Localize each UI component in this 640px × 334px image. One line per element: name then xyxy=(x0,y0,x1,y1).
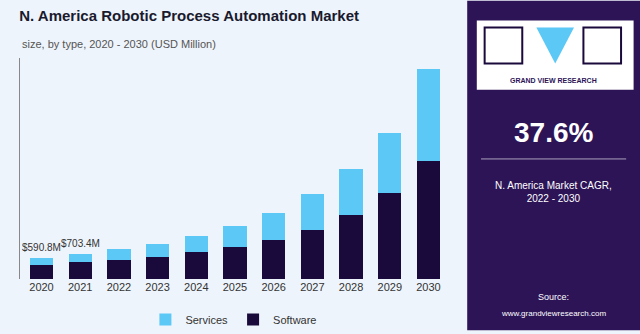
svg-text:37.6%: 37.6% xyxy=(514,117,593,148)
svg-text:2023: 2023 xyxy=(145,281,169,293)
svg-text:2024: 2024 xyxy=(184,281,208,293)
svg-text:2029: 2029 xyxy=(378,281,402,293)
svg-text:2030: 2030 xyxy=(416,281,440,293)
svg-text:Source:: Source: xyxy=(538,292,569,302)
svg-text:Software: Software xyxy=(273,314,316,326)
svg-text:2025: 2025 xyxy=(223,281,247,293)
svg-text:N. America Market CAGR,2022 -: N. America Market CAGR,2022 - 2030 xyxy=(495,180,612,204)
svg-text:2020: 2020 xyxy=(29,281,53,293)
svg-text:size, by type, 2020 - 2030 (US: size, by type, 2020 - 2030 (USD Million) xyxy=(22,38,216,50)
svg-text:N. America Robotic Process Aut: N. America Robotic Process Automation Ma… xyxy=(19,7,359,24)
svg-text:$703.4M: $703.4M xyxy=(61,238,100,249)
svg-text:2021: 2021 xyxy=(68,281,92,293)
svg-text:2028: 2028 xyxy=(339,281,363,293)
svg-text:$590.8M: $590.8M xyxy=(22,242,61,253)
svg-text:GRAND VIEW RESEARCH: GRAND VIEW RESEARCH xyxy=(510,77,597,84)
svg-text:Services: Services xyxy=(185,314,228,326)
svg-text:www.grandviewresearch.com: www.grandviewresearch.com xyxy=(501,309,606,318)
svg-text:2022: 2022 xyxy=(107,281,131,293)
svg-text:2026: 2026 xyxy=(261,281,285,293)
svg-text:2027: 2027 xyxy=(300,281,324,293)
